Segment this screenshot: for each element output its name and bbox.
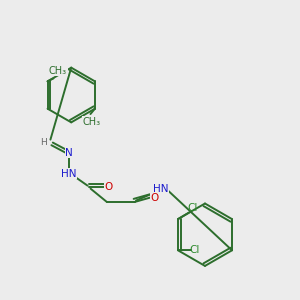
Text: Cl: Cl (189, 245, 200, 255)
Text: O: O (50, 66, 58, 76)
Text: Cl: Cl (188, 203, 198, 213)
Text: O: O (83, 117, 92, 127)
Text: H: H (40, 138, 47, 147)
Text: O: O (150, 193, 159, 202)
Text: N: N (65, 148, 73, 158)
Text: HN: HN (61, 169, 77, 179)
Text: CH₃: CH₃ (49, 66, 67, 76)
Text: HN: HN (153, 184, 168, 194)
Text: O: O (105, 182, 113, 192)
Text: CH₃: CH₃ (83, 117, 101, 127)
